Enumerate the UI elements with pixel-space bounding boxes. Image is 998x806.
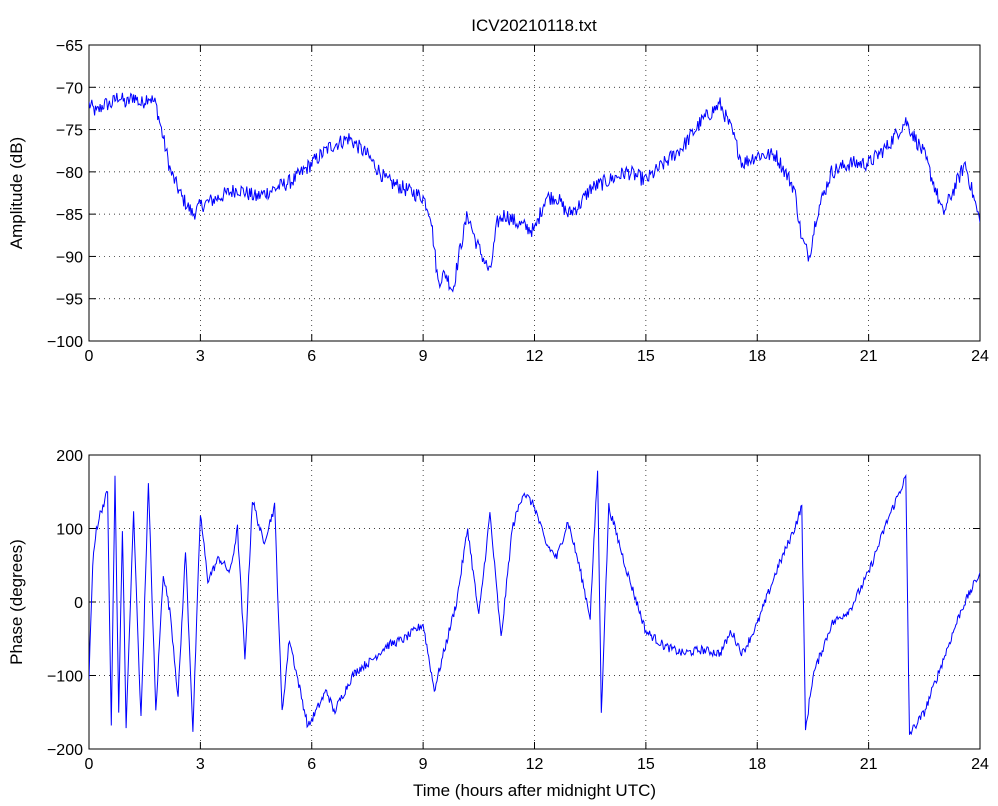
x-tick-label: 0	[85, 348, 94, 365]
y-tick-label: −75	[56, 123, 83, 140]
x-tick-label: 15	[637, 348, 655, 365]
y-tick-label: −100	[47, 334, 83, 351]
y-tick-label: −85	[56, 207, 83, 224]
x-tick-label: 24	[971, 348, 989, 365]
y-tick-label: −65	[56, 38, 83, 55]
x-axis-label: Time (hours after midnight UTC)	[413, 781, 656, 800]
y-tick-label: −90	[56, 249, 83, 266]
panel-amplitude: 0 3 6 9 12 15 18 21 24 −65 −70 −75 −80 −85 −90 −95 −100 A…	[7, 38, 989, 365]
x-tick-label: 3	[196, 348, 205, 365]
series-line	[89, 92, 980, 293]
y-tick-label: 0	[74, 595, 83, 612]
x-tick-label: 9	[419, 756, 428, 773]
x-tick-label: 15	[637, 756, 655, 773]
x-tick-label: 0	[85, 756, 94, 773]
x-tick-label: 24	[971, 756, 989, 773]
x-tick-label: 18	[748, 348, 766, 365]
panel-phase: 0 3 6 9 12 15 18 21 24 200 100 0 −100 −200 Phase (degr…	[7, 448, 989, 800]
x-tick-label: 21	[860, 348, 878, 365]
y-tick-label: 100	[56, 522, 83, 539]
x-tick-label: 21	[860, 756, 878, 773]
y-tick-label: 200	[56, 448, 83, 465]
x-tick-label: 6	[307, 756, 316, 773]
plot-area	[88, 44, 981, 342]
x-tick-label: 6	[307, 348, 316, 365]
x-tick-label: 3	[196, 756, 205, 773]
chart-title: ICV20210118.txt	[471, 16, 597, 35]
series-line	[89, 470, 980, 736]
y-axis-label: Phase (degrees)	[7, 539, 26, 665]
x-tick-label: 12	[526, 348, 544, 365]
y-tick-label: −70	[56, 80, 83, 97]
x-tick-label: 12	[526, 756, 544, 773]
y-tick-label: −95	[56, 292, 83, 309]
y-tick-label: −80	[56, 165, 83, 182]
y-tick-label: −200	[47, 742, 83, 759]
y-tick-label: −100	[47, 669, 83, 686]
x-tick-label: 9	[419, 348, 428, 365]
x-tick-label: 18	[748, 756, 766, 773]
y-axis-label: Amplitude (dB)	[7, 137, 26, 249]
